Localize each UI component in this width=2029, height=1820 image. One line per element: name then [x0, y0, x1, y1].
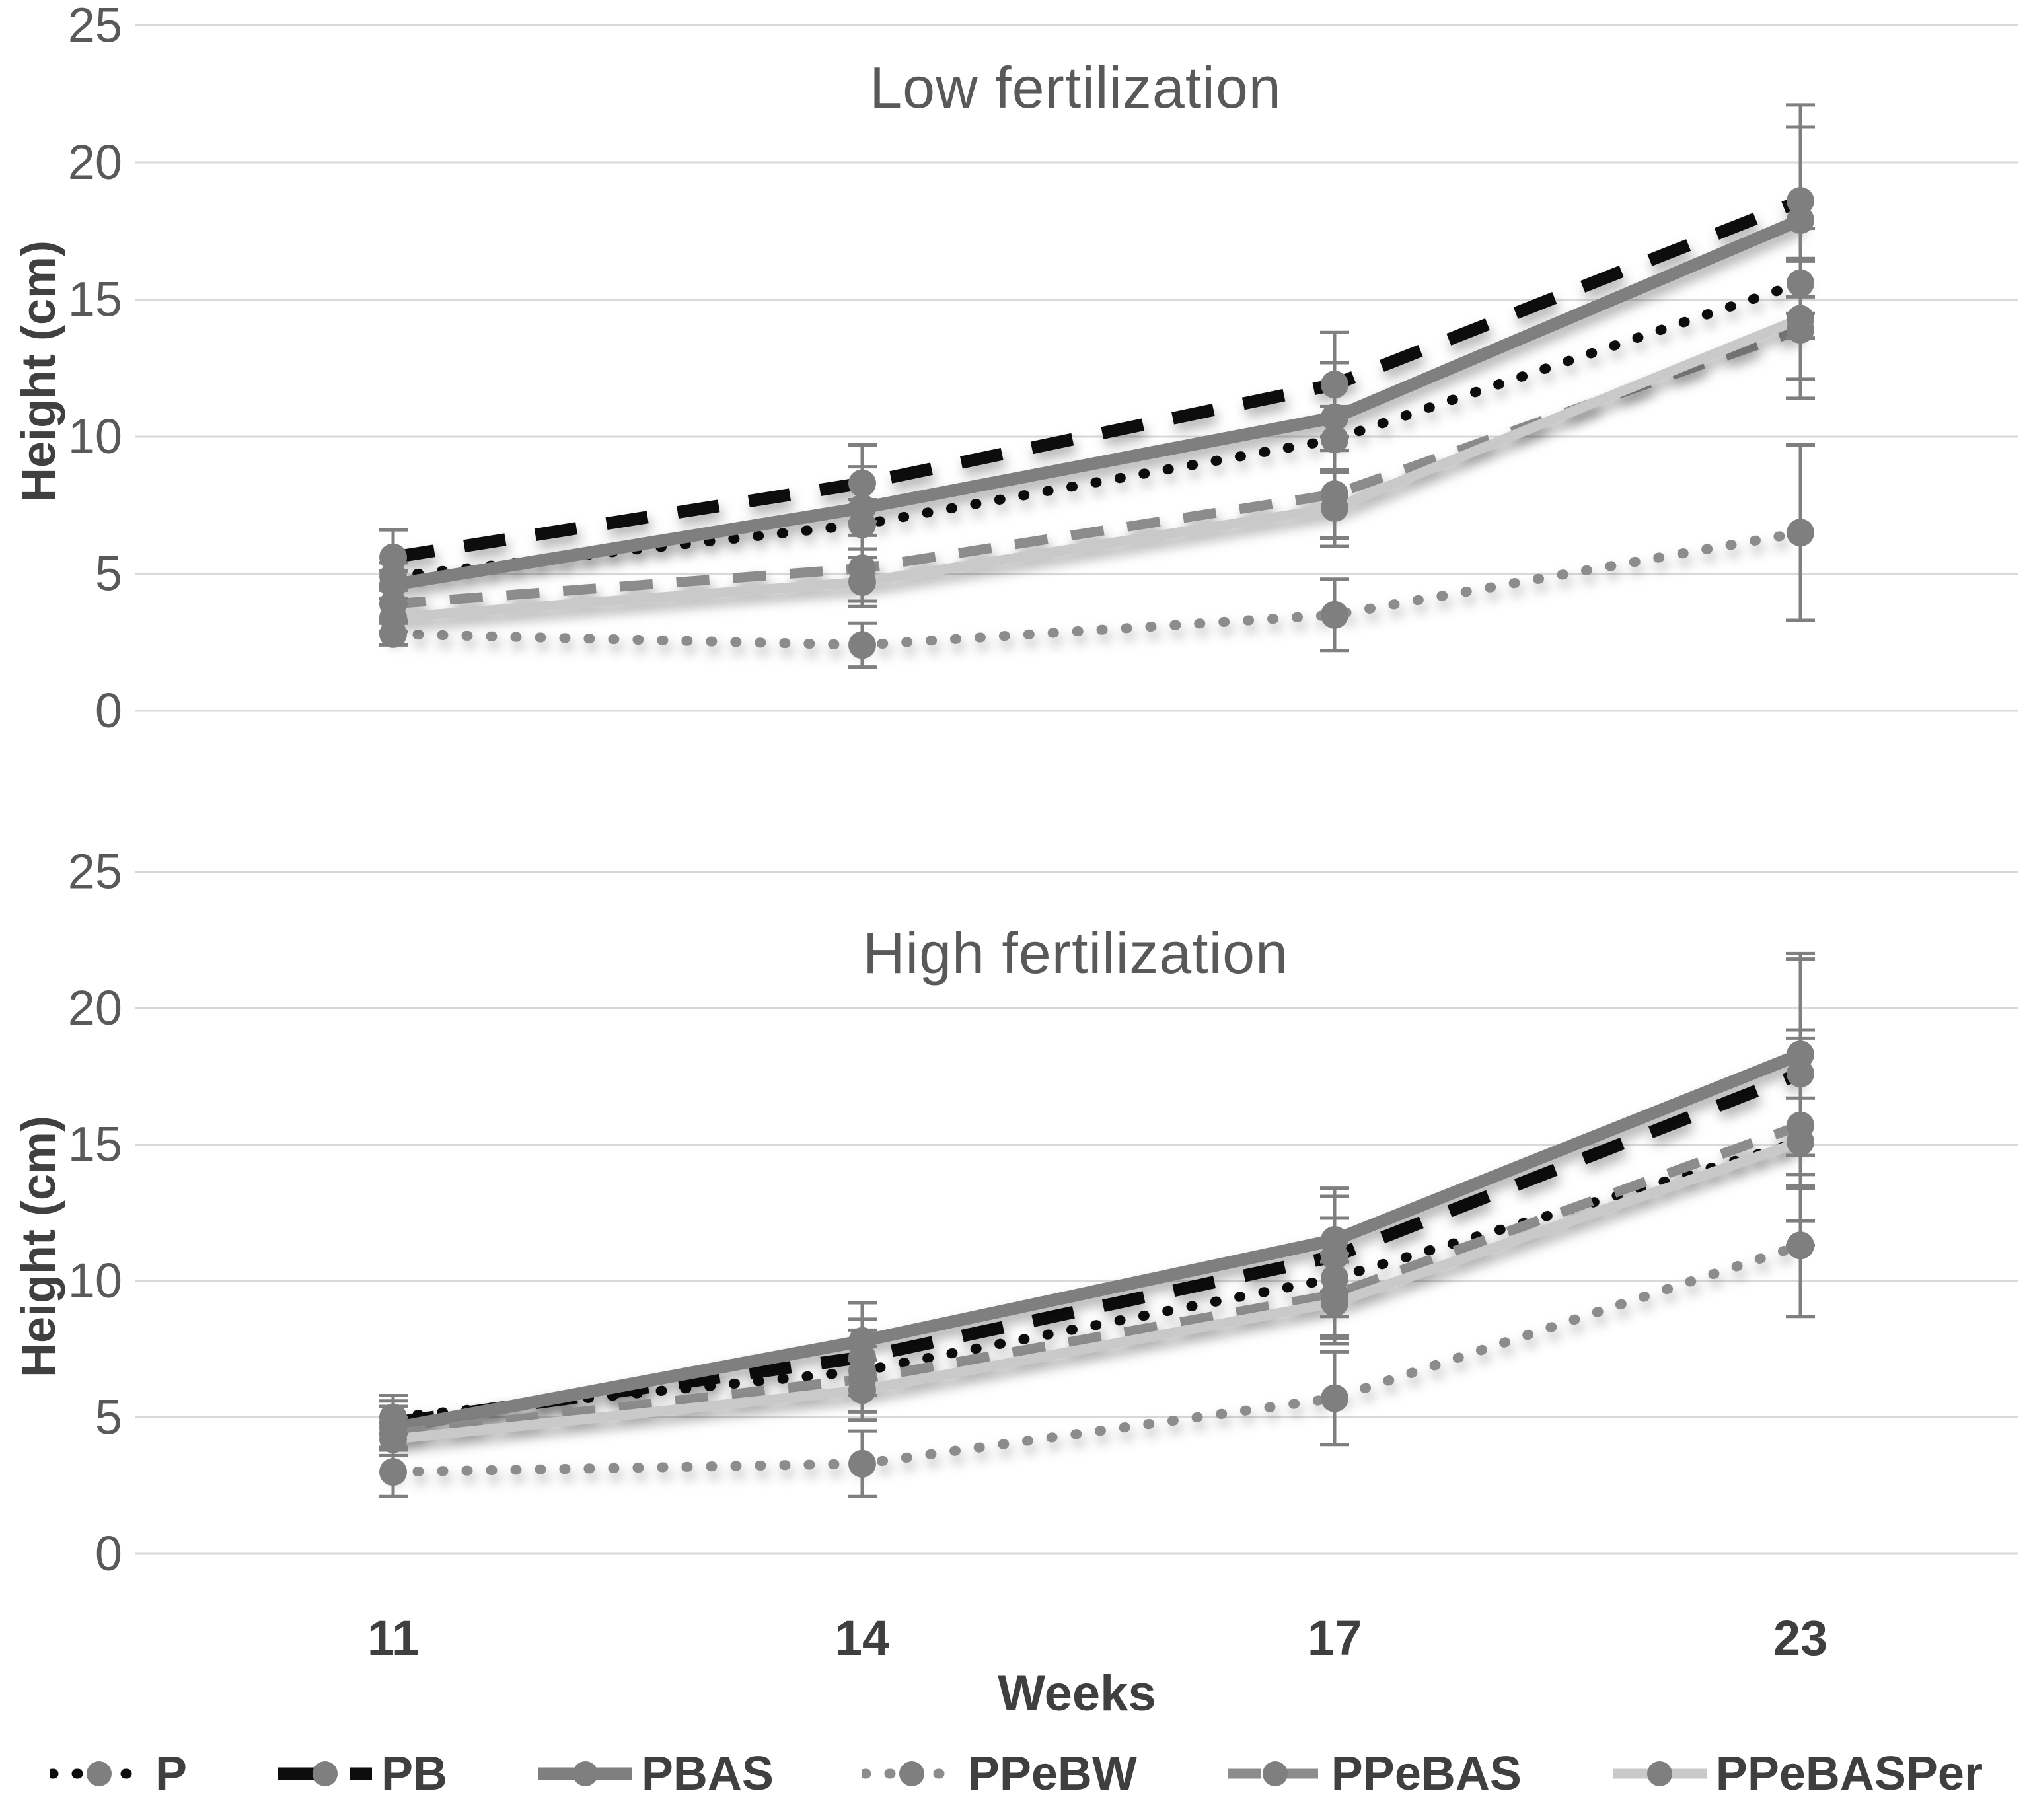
x-tick-label-week-23: 23	[1773, 1611, 1827, 1665]
chart-high-fertilization: 25 20 15 10 5 0 11 14 17 23	[68, 844, 2018, 1665]
legend-marker-icon	[1262, 1761, 1288, 1786]
y-tick-label: 5	[95, 546, 122, 601]
x-tick-label-week-14: 14	[835, 1611, 889, 1665]
marker-PBAS-wk14	[848, 1327, 876, 1355]
chart-low-fertilization: 25 20 15 10 5 0	[68, 0, 2018, 738]
series-line-P	[388, 278, 1806, 582]
y-tick-label: 20	[68, 135, 122, 190]
marker-PPeBW-wk11	[379, 1458, 407, 1486]
marker-PB-wk23	[1787, 187, 1814, 215]
y-tick-label: 0	[95, 1526, 122, 1581]
series-line-PBAS	[392, 1048, 1803, 1435]
legend-line-sample-P	[50, 1761, 149, 1786]
marker-P-wk23	[1787, 269, 1814, 297]
marker-PB-wk23	[1787, 1060, 1814, 1088]
y-axis-title-high: Height (cm)	[13, 1116, 65, 1377]
marker-P-wk17	[1321, 425, 1348, 454]
series-line-PPeBW	[388, 527, 1806, 650]
y-tick-label: 10	[68, 1253, 122, 1308]
y-tick-label: 25	[68, 0, 122, 53]
y-tick-label: 15	[68, 1117, 122, 1172]
y-tick-label: 20	[68, 980, 122, 1035]
series-line-PBAS	[392, 214, 1803, 591]
legend-item-PPeBASPer: PPeBASPer	[1610, 1747, 1983, 1801]
marker-PB-wk14	[848, 469, 876, 497]
legend-label-PPeBW: PPeBW	[967, 1747, 1137, 1800]
legend-marker-icon	[87, 1761, 112, 1786]
legend-item-PPeBW: PPeBW	[862, 1747, 1137, 1801]
marker-PPeBASPer-wk14	[848, 1376, 876, 1404]
legend-line-sample-PPeBW	[862, 1761, 961, 1786]
x-tick-label-week-11: 11	[367, 1611, 419, 1665]
marker-PB-wk11	[379, 543, 407, 571]
marker-PPeBW-wk14	[848, 1449, 876, 1478]
legend-line-sample-PPeBASPer	[1612, 1761, 1707, 1786]
y-tick-label: 25	[68, 844, 122, 899]
y-tick-label: 10	[68, 409, 122, 464]
marker-PPeBW-wk23	[1787, 1231, 1814, 1260]
legend-marker-icon	[899, 1761, 924, 1786]
chart-title-low: Low fertilization	[869, 55, 1282, 120]
legend-item-PB: PB	[276, 1747, 447, 1801]
legend-marker-icon	[572, 1761, 598, 1786]
series-line-P	[388, 1136, 1806, 1422]
marker-PBAS-wk23	[1787, 1040, 1814, 1069]
chart-title-high: High fertilization	[862, 920, 1289, 986]
marker-PPeBASPer-wk17	[1321, 1289, 1348, 1317]
legend-label-P: P	[155, 1747, 188, 1800]
legend-label-PPeBAS: PPeBAS	[1331, 1747, 1522, 1800]
x-axis-title-weeks: Weeks	[998, 1665, 1156, 1722]
legend-line-sample-PPeBAS	[1228, 1761, 1322, 1786]
legend-line-sample-PB	[277, 1761, 372, 1786]
marker-PPeBASPer-wk11	[379, 603, 407, 632]
marker-PPeBASPer-wk23	[1787, 305, 1814, 333]
marker-PPeBASPer-wk17	[1321, 493, 1348, 522]
legend-marker-icon	[1646, 1761, 1672, 1786]
marker-PB-wk17	[1321, 371, 1348, 399]
series-line-PB	[392, 195, 1803, 564]
legend-marker-icon	[312, 1761, 338, 1786]
y-tick-label: 15	[68, 272, 122, 327]
legend-label-PB: PB	[381, 1747, 447, 1800]
marker-PBAS-wk17	[1321, 403, 1348, 431]
legend-label-PPeBASPer: PPeBASPer	[1715, 1747, 1983, 1800]
marker-PPeBW-wk23	[1787, 519, 1814, 547]
series-line-PPeBAS	[392, 1120, 1802, 1439]
marker-PPeBASPer-wk23	[1787, 1128, 1814, 1156]
series-line-PPeBASPer	[392, 1137, 1802, 1444]
marker-PPeBW-wk17	[1321, 601, 1348, 629]
marker-PPeBASPer-wk14	[848, 567, 876, 596]
marker-PBAS-wk11	[379, 571, 407, 599]
legend: P PB PBAS PPeBW PPeBAS PPeBASPer	[0, 1734, 2029, 1813]
legend-label-PBAS: PBAS	[641, 1747, 774, 1800]
marker-PPeBASPer-wk11	[379, 1425, 407, 1453]
marker-PBAS-wk23	[1787, 206, 1814, 235]
series-line-PPeBW	[388, 1240, 1806, 1477]
y-tick-label: 0	[95, 683, 122, 738]
marker-PBAS-wk17	[1321, 1226, 1348, 1255]
marker-PBAS-wk14	[848, 493, 876, 522]
x-tick-label-week-17: 17	[1308, 1611, 1362, 1665]
marker-PPeBW-wk14	[848, 631, 876, 659]
series-line-PB	[392, 1068, 1803, 1430]
legend-line-sample-PBAS	[538, 1761, 632, 1786]
marker-PPeBW-wk17	[1321, 1384, 1348, 1412]
y-tick-label: 5	[95, 1390, 122, 1445]
y-axis-title-low: Height (cm)	[13, 240, 65, 502]
legend-item-PPeBAS: PPeBAS	[1226, 1747, 1522, 1801]
legend-item-P: P	[50, 1747, 187, 1801]
legend-item-PBAS: PBAS	[536, 1747, 774, 1801]
series-line-PPeBASPer	[392, 314, 1802, 623]
